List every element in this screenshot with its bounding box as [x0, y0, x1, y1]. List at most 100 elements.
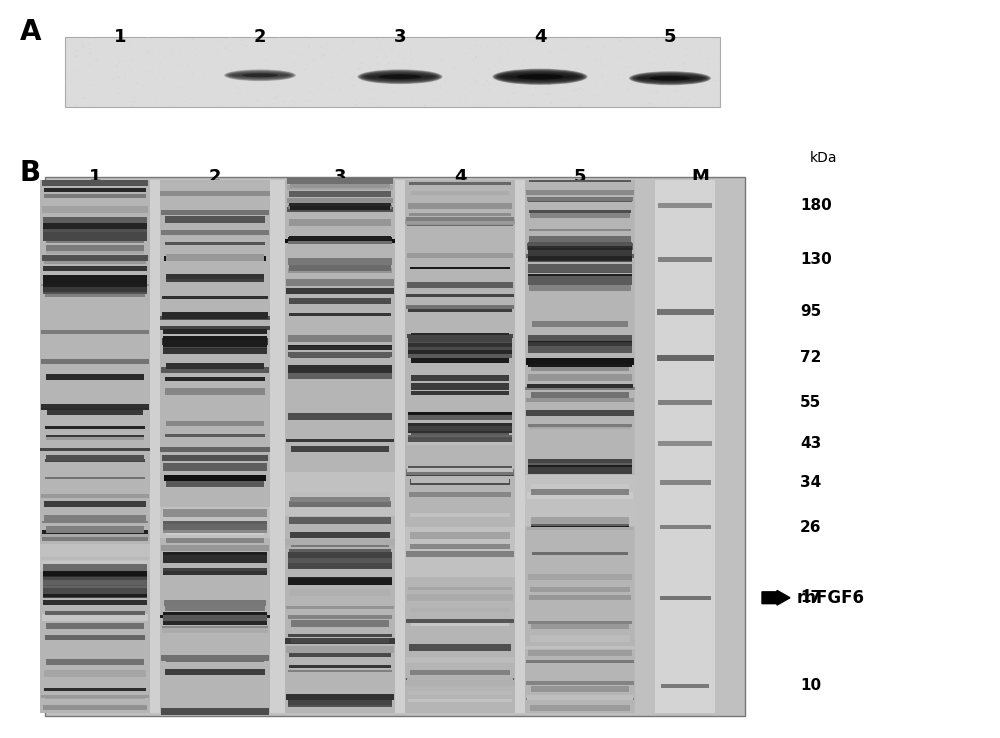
Circle shape	[209, 86, 210, 87]
Bar	[166, 276, 264, 283]
Circle shape	[446, 44, 448, 45]
Circle shape	[575, 90, 577, 91]
Circle shape	[267, 38, 269, 39]
Bar	[44, 261, 146, 263]
Circle shape	[600, 58, 602, 59]
Circle shape	[488, 89, 490, 90]
Circle shape	[689, 89, 691, 91]
Circle shape	[334, 86, 336, 88]
Circle shape	[93, 85, 94, 86]
Circle shape	[718, 103, 720, 105]
Circle shape	[139, 52, 140, 53]
Circle shape	[270, 83, 272, 84]
Circle shape	[257, 38, 259, 40]
Circle shape	[374, 98, 376, 99]
Circle shape	[649, 61, 650, 63]
Circle shape	[78, 69, 80, 70]
Bar	[163, 508, 267, 517]
Text: 55: 55	[800, 395, 821, 410]
Bar	[528, 246, 632, 250]
Bar	[408, 341, 512, 346]
Circle shape	[155, 56, 157, 58]
Circle shape	[323, 54, 325, 55]
Circle shape	[708, 63, 709, 64]
Circle shape	[629, 66, 630, 68]
Circle shape	[388, 63, 390, 64]
Circle shape	[422, 58, 424, 59]
Circle shape	[396, 63, 398, 65]
Bar	[530, 255, 630, 259]
Circle shape	[80, 74, 82, 75]
Bar	[408, 423, 512, 431]
Circle shape	[557, 46, 559, 47]
Circle shape	[641, 72, 643, 73]
Circle shape	[404, 58, 405, 59]
Circle shape	[697, 102, 699, 103]
Bar	[165, 669, 265, 675]
Circle shape	[367, 77, 369, 79]
Bar	[45, 177, 745, 716]
Circle shape	[459, 100, 461, 101]
Bar	[526, 254, 634, 258]
Circle shape	[590, 50, 592, 51]
Bar	[528, 621, 632, 624]
Circle shape	[645, 54, 647, 55]
Bar	[528, 248, 632, 254]
Circle shape	[655, 91, 657, 92]
Circle shape	[306, 63, 307, 65]
Circle shape	[601, 77, 603, 78]
Circle shape	[105, 47, 107, 49]
Bar	[655, 180, 715, 713]
Bar	[289, 501, 391, 507]
Bar	[46, 237, 144, 243]
Circle shape	[457, 52, 459, 53]
Circle shape	[78, 42, 79, 44]
Bar	[532, 552, 628, 555]
Bar	[531, 489, 629, 494]
Circle shape	[456, 38, 458, 39]
Bar	[407, 676, 513, 680]
Ellipse shape	[229, 72, 291, 78]
Circle shape	[306, 67, 308, 69]
Circle shape	[192, 38, 193, 40]
Ellipse shape	[632, 73, 708, 83]
Circle shape	[259, 41, 260, 43]
Bar	[165, 388, 265, 396]
Bar	[286, 646, 394, 652]
Circle shape	[96, 57, 98, 58]
Circle shape	[353, 41, 355, 42]
Circle shape	[488, 83, 490, 85]
Circle shape	[173, 48, 175, 49]
Circle shape	[432, 44, 433, 46]
Circle shape	[386, 88, 388, 89]
Circle shape	[685, 103, 686, 105]
Bar	[528, 241, 632, 249]
Bar	[531, 392, 629, 398]
Circle shape	[556, 69, 558, 70]
Circle shape	[148, 37, 149, 38]
Circle shape	[550, 94, 552, 95]
Circle shape	[217, 52, 218, 53]
Bar	[43, 286, 147, 292]
Circle shape	[351, 47, 352, 49]
Bar	[40, 180, 150, 713]
Circle shape	[666, 101, 667, 102]
Circle shape	[267, 44, 269, 46]
Circle shape	[455, 48, 456, 49]
Bar	[43, 706, 147, 710]
Circle shape	[295, 49, 296, 51]
Bar	[657, 309, 714, 315]
Circle shape	[99, 83, 100, 84]
Bar	[411, 191, 509, 196]
Ellipse shape	[495, 70, 585, 83]
Circle shape	[719, 61, 720, 63]
Circle shape	[639, 75, 640, 76]
Circle shape	[533, 77, 535, 79]
Circle shape	[124, 74, 126, 75]
Bar	[163, 521, 267, 526]
Bar	[43, 217, 147, 224]
Circle shape	[618, 57, 619, 58]
Circle shape	[636, 66, 638, 67]
Circle shape	[226, 47, 227, 49]
Circle shape	[537, 100, 539, 101]
